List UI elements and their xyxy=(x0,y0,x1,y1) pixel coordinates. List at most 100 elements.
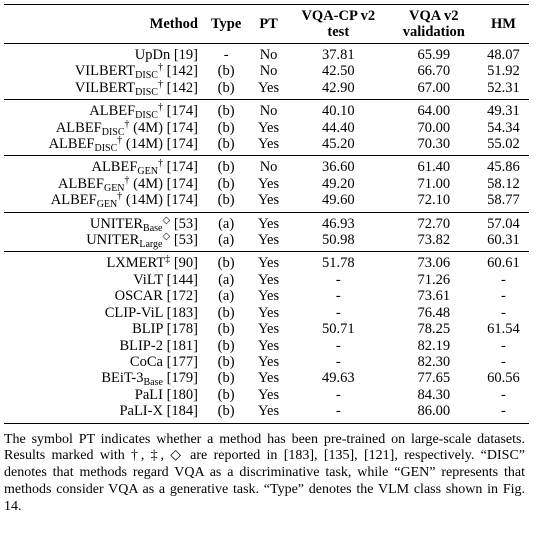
table-cell: 49.20 xyxy=(321,175,355,192)
table-row: VILBERTDISC† [142] (b) Yes 42.90 67.00 52.31 xyxy=(4,78,529,100)
table-cell: 49.63 xyxy=(321,370,355,387)
table-cell: (b) xyxy=(217,136,235,153)
table-row: ALBEFGEN† [174] (b) No 36.60 61.40 45.86 xyxy=(4,155,529,178)
method-ref: [180] xyxy=(166,386,198,403)
table-cell: - xyxy=(501,304,506,321)
method-cell: BLIP-2 [181] xyxy=(4,338,202,354)
table-cell: 42.50 xyxy=(321,63,355,80)
method-ref: [142] xyxy=(166,63,198,80)
method-name: VILBERT xyxy=(74,63,136,80)
table-cell: 44.40 xyxy=(321,119,355,136)
table-cell: (b) xyxy=(217,304,235,321)
method-subscript: Base xyxy=(143,377,163,389)
table-cell: 77.65 xyxy=(417,370,451,387)
method-ref: [144] xyxy=(166,271,198,288)
table-cell: - xyxy=(501,288,506,305)
table-cell: 86.00 xyxy=(417,403,451,420)
method-ref: (4M) [174] xyxy=(133,175,198,192)
table-cell: Yes xyxy=(258,403,280,420)
table-row: BEiT-3Base [179] (b) Yes 49.63 77.65 60.56 xyxy=(4,370,529,389)
table-cell: 37.81 xyxy=(321,47,355,63)
table-header: Method Type PT VQA-CP v2 test VQA v2 validatio… xyxy=(4,4,529,44)
method-cell: ALBEFGEN† [174] xyxy=(4,156,202,178)
table-cell: - xyxy=(335,353,341,370)
table-cell: - xyxy=(501,386,506,403)
table-cell: - xyxy=(335,386,341,403)
method-ref: [181] xyxy=(166,337,198,354)
table-cell: (a) xyxy=(218,288,235,305)
method-name: UpDn xyxy=(134,47,171,63)
table-cell: 45.20 xyxy=(321,136,355,153)
table-cell: No xyxy=(259,103,278,120)
table-cell: 78.25 xyxy=(417,321,451,338)
row-group: UpDn [19] - No 37.81 65.99 48.07 VILBERTDISC† … xyxy=(4,44,529,100)
table-cell: 73.06 xyxy=(417,255,451,272)
method-ref: [174] xyxy=(166,159,198,176)
method-name: ALBEF xyxy=(89,103,136,120)
method-name: CoCa xyxy=(129,353,163,370)
method-name: VILBERT xyxy=(74,79,136,96)
method-name: OSCAR xyxy=(114,288,163,305)
row-group: LXMERT‡ [90] (b) Yes 51.78 73.06 60.61 ViLT [1… xyxy=(4,251,529,424)
method-cell: LXMERT‡ [90] xyxy=(4,252,202,272)
table-cell: 71.26 xyxy=(417,271,451,288)
results-table: Method Type PT VQA-CP v2 test VQA v2 validatio… xyxy=(4,4,529,424)
table-cell: Yes xyxy=(258,386,280,403)
method-superscript: † xyxy=(157,78,163,90)
method-cell: CoCa [177] xyxy=(4,354,202,370)
method-subscript: GEN xyxy=(103,182,125,194)
method-superscript: † xyxy=(117,191,123,203)
method-name: CLIP-ViL xyxy=(104,304,163,321)
table-cell: No xyxy=(259,159,278,176)
table-cell: Yes xyxy=(258,304,280,321)
table-cell: Yes xyxy=(258,175,280,192)
method-superscript: ‡ xyxy=(165,254,171,266)
table-cell: (a) xyxy=(218,271,235,288)
table-cell: (b) xyxy=(217,119,235,136)
method-name: UNITER xyxy=(89,215,144,232)
method-subscript: Large xyxy=(139,239,163,251)
method-superscript: † xyxy=(117,135,123,147)
table-cell: - xyxy=(335,337,341,354)
table-cell: 61.54 xyxy=(487,321,520,338)
table-cell: - xyxy=(335,304,341,321)
table-cell: Yes xyxy=(258,370,280,387)
row-group: UNITERBase◇ [53] (a) Yes 46.93 72.70 57.04 UNI… xyxy=(4,212,529,252)
table-row: ALBEFGEN† (4M) [174] (b) Yes 49.20 71.00 58.1… xyxy=(4,175,529,194)
table-cell: 49.60 xyxy=(321,192,355,209)
method-ref: [90] xyxy=(173,255,198,272)
method-ref: [172] xyxy=(166,288,198,305)
table-cell: 48.07 xyxy=(487,47,520,63)
method-subscript: DISC xyxy=(101,126,125,138)
table-cell: (b) xyxy=(217,353,235,370)
table-cell: 67.00 xyxy=(417,79,451,96)
method-name: ALBEF xyxy=(58,175,104,192)
table-cell: (b) xyxy=(217,79,235,96)
table-cell: 36.60 xyxy=(321,159,355,176)
table-row: ALBEFDISC† (4M) [174] (b) Yes 44.40 70.00 54.… xyxy=(4,119,529,138)
table-cell: 51.78 xyxy=(321,255,355,272)
method-subscript: GEN xyxy=(137,166,158,178)
table-cell: (b) xyxy=(217,403,235,420)
row-group: ALBEFDISC† [174] (b) No 40.10 64.00 49.31 ALBE… xyxy=(4,99,529,156)
table-cell: - xyxy=(501,403,506,420)
table-cell: (b) xyxy=(217,386,235,403)
table-cell: Yes xyxy=(258,79,280,96)
method-ref: [53] xyxy=(173,232,198,249)
table-cell: (b) xyxy=(217,337,235,354)
method-cell: PaLI-X [184] xyxy=(4,403,202,423)
method-name: ALBEF xyxy=(55,119,102,136)
table-cell: 70.30 xyxy=(417,136,451,153)
table-cell: 42.90 xyxy=(321,79,355,96)
table-row: PaLI [180] (b) Yes - 84.30 - xyxy=(4,387,529,403)
method-cell: ALBEFGEN† (4M) [174] xyxy=(4,175,202,194)
table-cell: (b) xyxy=(217,63,235,80)
method-cell: ALBEFDISC† [174] xyxy=(4,100,202,121)
method-name: PaLI xyxy=(134,386,163,403)
header-text: Type xyxy=(210,16,242,32)
table-cell: (b) xyxy=(217,103,235,120)
method-subscript: DISC xyxy=(135,70,158,82)
table-row: LXMERT‡ [90] (b) Yes 51.78 73.06 60.61 xyxy=(4,251,529,272)
table-cell: 55.02 xyxy=(487,136,520,153)
